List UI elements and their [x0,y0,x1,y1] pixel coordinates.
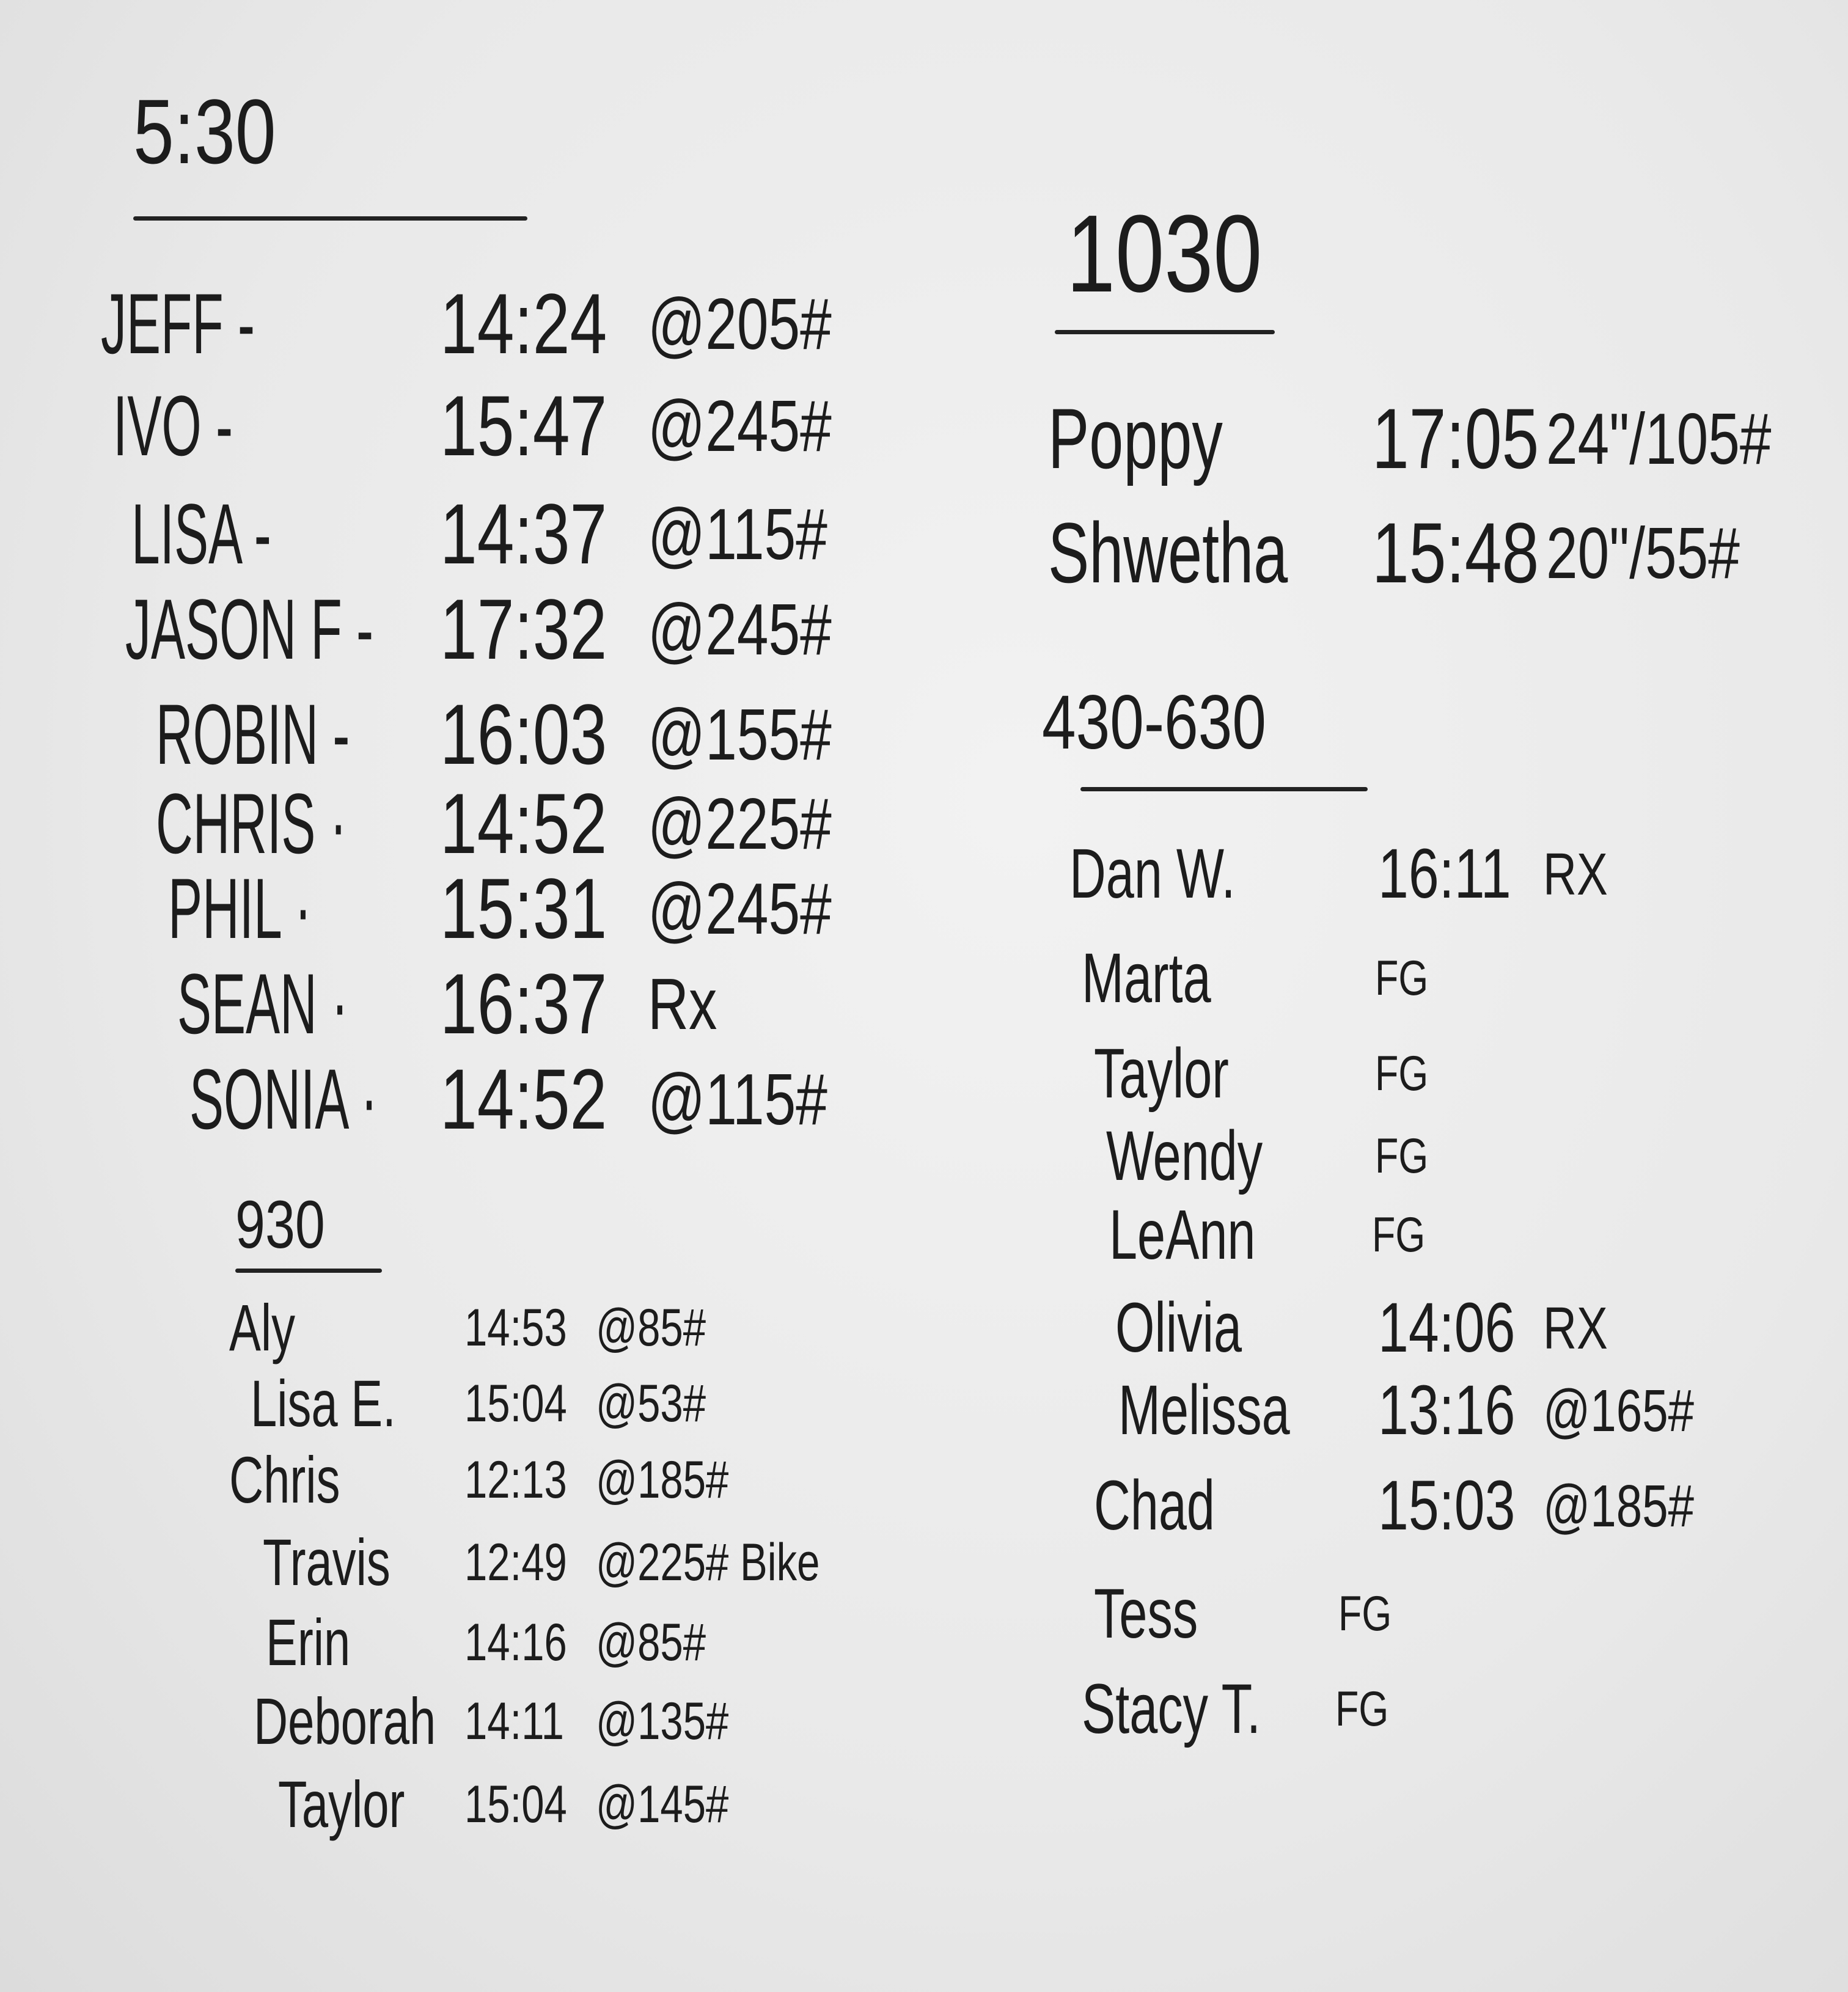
section-heading: 430-630 [1042,680,1266,765]
entry-result: FG [1375,1046,1429,1102]
entry-result: @165# [1543,1377,1695,1444]
entry-time: 12:49 [464,1533,567,1592]
entry-name: Shwetha [1048,505,1288,601]
entry-time: 15:04 [464,1374,567,1433]
entry-name: Tess [1094,1575,1198,1653]
entry-name: JASON F - [125,581,374,677]
entry-result: RX [1543,840,1608,907]
entry-time: 14:16 [464,1613,567,1672]
entry-name: Taylor [1094,1034,1229,1113]
entry-result: @155# [648,694,832,775]
entry-time: 14:24 [440,276,607,372]
entry-name: ROBIN - [156,686,350,782]
entry-result: @245# [648,385,832,467]
entry-name: SONIA · [189,1051,378,1147]
entry-time: 14:52 [440,775,607,871]
entry-result: Rx [648,963,717,1045]
entry-result: RX [1543,1294,1608,1361]
entry-result: FG [1335,1682,1389,1737]
entry-result: FG [1372,1207,1426,1263]
entry-time: 16:11 [1378,835,1511,913]
entry-time: 15:31 [440,860,607,956]
entry-name: Taylor [278,1767,405,1841]
entry-name: SEAN · [177,956,349,1052]
entry-result: @185# [1543,1472,1695,1539]
entry-time: 14:11 [464,1692,564,1751]
entry-name: Dan W. [1069,835,1236,913]
entry-name: Melissa [1118,1371,1290,1449]
entry-name: Chad [1094,1467,1215,1545]
entry-time: 15:04 [464,1775,567,1834]
entry-result: @135# [596,1692,729,1751]
entry-name: CHRIS · [156,775,347,871]
entry-name: PHIL · [168,860,312,956]
entry-name: Erin [266,1605,351,1679]
heading-underline [133,216,527,221]
entry-name: Lisa E. [251,1366,396,1440]
entry-result: @245# [648,868,832,950]
entry-time: 15:48 [1372,505,1539,601]
entry-time: 14:37 [440,486,607,582]
entry-result: @185# [596,1451,729,1509]
entry-result: @225# Bike [596,1533,820,1592]
entry-time: 14:53 [464,1298,567,1357]
entry-result: @85# [596,1298,706,1357]
section-heading: 5:30 [133,80,276,183]
entry-result: @53# [596,1374,706,1433]
entry-time: 15:47 [440,378,607,474]
entry-name: Aly [229,1291,296,1364]
entry-name: Travis [263,1525,391,1599]
entry-time: 14:52 [440,1051,607,1147]
entry-name: Chris [229,1443,340,1517]
entry-time: 17:32 [440,581,607,677]
heading-underline [235,1269,382,1273]
entry-name: LeAnn [1109,1196,1256,1274]
entry-name: Deborah [254,1684,436,1758]
heading-underline [1080,787,1368,791]
entry-name: Poppy [1048,390,1223,486]
entry-time: 14:06 [1378,1289,1516,1367]
entry-time: 15:03 [1378,1467,1516,1545]
entry-result: FG [1375,1129,1429,1184]
section-heading: 930 [235,1187,325,1262]
entry-time: 17:05 [1372,390,1539,486]
entry-result: FG [1338,1586,1392,1642]
entry-name: Stacy T. [1082,1670,1261,1748]
entry-result: 20"/55# [1546,512,1740,594]
entry-result: @205# [648,283,832,365]
entry-result: @225# [648,783,832,865]
entry-result: @85# [596,1613,706,1672]
section-heading: 1030 [1066,192,1263,315]
entry-result: @115# [648,1058,827,1140]
entry-name: Wendy [1106,1117,1263,1195]
entry-time: 12:13 [464,1451,567,1509]
entry-name: Marta [1082,939,1211,1017]
entry-name: LISA - [131,486,271,582]
entry-name: JEFF - [101,276,255,372]
entry-result: 24"/105# [1546,398,1772,480]
entry-name: IVO - [113,378,233,474]
entry-result: @145# [596,1775,729,1834]
entry-time: 13:16 [1378,1371,1516,1449]
heading-underline [1055,330,1275,334]
entry-name: Olivia [1115,1289,1242,1367]
entry-result: FG [1375,951,1429,1006]
entry-result: @115# [648,493,827,575]
entry-time: 16:03 [440,686,607,782]
entry-result: @245# [648,588,832,670]
entry-time: 16:37 [440,956,607,1052]
